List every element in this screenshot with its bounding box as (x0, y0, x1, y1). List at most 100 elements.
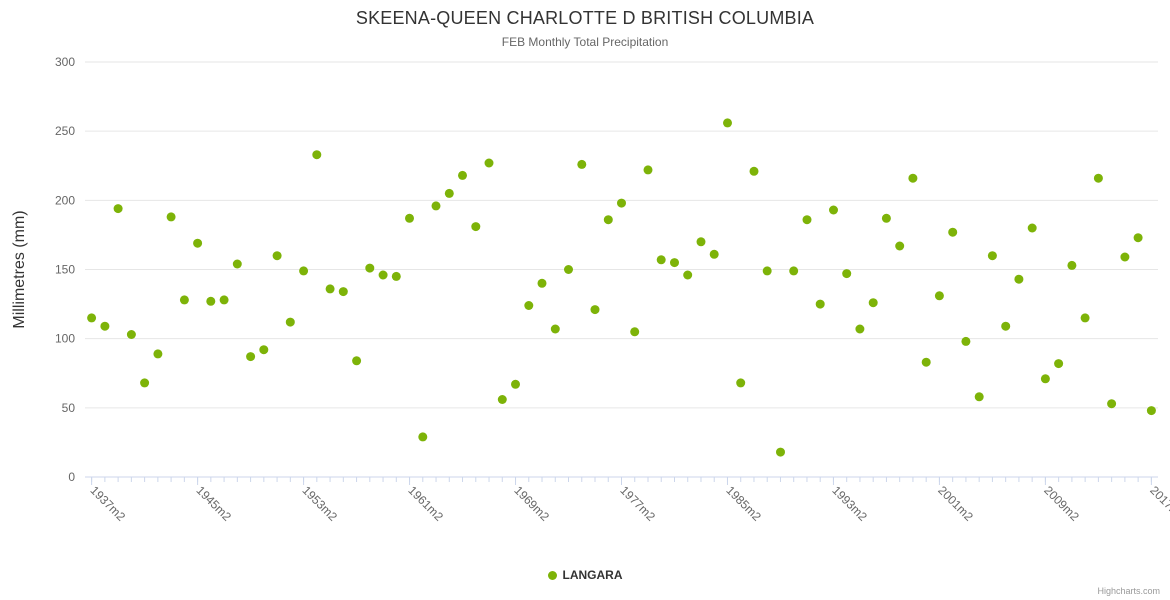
data-point[interactable] (325, 284, 335, 294)
legend-item-langara[interactable]: LANGARA (547, 568, 623, 582)
data-point[interactable] (961, 336, 971, 346)
data-point[interactable] (484, 158, 494, 168)
x-tick-label: 2009m2 (1041, 483, 1082, 524)
data-point[interactable] (1133, 233, 1143, 243)
data-point[interactable] (1067, 260, 1077, 270)
data-point[interactable] (497, 395, 507, 404)
data-point[interactable] (365, 263, 375, 273)
data-point[interactable] (1080, 313, 1090, 323)
data-point[interactable] (855, 324, 865, 334)
data-point[interactable] (458, 170, 467, 180)
legend-label: LANGARA (562, 568, 623, 582)
data-point[interactable] (776, 447, 785, 457)
data-point[interactable] (1001, 321, 1011, 331)
data-point[interactable] (113, 204, 123, 214)
data-point[interactable] (564, 265, 573, 274)
data-point[interactable] (815, 299, 825, 309)
highcharts-credit[interactable]: Highcharts.com (1097, 586, 1160, 596)
data-point[interactable] (723, 118, 732, 128)
y-tick-label: 250 (55, 124, 75, 138)
data-point[interactable] (444, 188, 454, 198)
data-point[interactable] (709, 249, 719, 259)
data-point[interactable] (749, 166, 759, 176)
data-point[interactable] (842, 269, 852, 279)
data-point[interactable] (126, 330, 136, 339)
data-point[interactable] (921, 357, 931, 367)
data-point[interactable] (511, 379, 520, 389)
data-point[interactable] (352, 356, 362, 366)
data-point[interactable] (524, 301, 534, 310)
data-point[interactable] (1146, 406, 1156, 416)
data-point[interactable] (974, 392, 984, 402)
data-point[interactable] (670, 258, 679, 268)
data-point[interactable] (590, 305, 600, 315)
data-point[interactable] (418, 432, 428, 442)
data-point[interactable] (683, 270, 693, 280)
data-point[interactable] (1120, 252, 1130, 262)
data-point[interactable] (802, 215, 812, 225)
x-tick-label: 1993m2 (829, 483, 870, 524)
data-point[interactable] (987, 251, 997, 261)
data-point[interactable] (206, 296, 216, 306)
data-point[interactable] (881, 213, 891, 223)
data-point[interactable] (471, 222, 481, 232)
data-point[interactable] (762, 266, 772, 276)
data-point[interactable] (630, 327, 640, 337)
data-point[interactable] (829, 205, 838, 215)
data-point[interactable] (166, 212, 176, 222)
data-point[interactable] (550, 324, 560, 334)
data-point[interactable] (1093, 173, 1103, 183)
data-point[interactable] (603, 215, 613, 225)
data-point[interactable] (617, 198, 626, 208)
data-point[interactable] (219, 295, 229, 305)
data-point[interactable] (140, 378, 150, 388)
data-point[interactable] (100, 321, 110, 331)
data-point[interactable] (577, 159, 587, 169)
data-point[interactable] (391, 271, 401, 281)
data-point[interactable] (405, 213, 414, 223)
data-point[interactable] (948, 227, 958, 237)
data-point[interactable] (1014, 274, 1024, 284)
data-point[interactable] (232, 259, 242, 269)
data-point[interactable] (1054, 359, 1064, 369)
data-point[interactable] (431, 201, 441, 211)
data-point[interactable] (895, 241, 905, 251)
data-point[interactable] (272, 251, 282, 261)
x-tick-label: 1953m2 (299, 483, 340, 524)
y-gridlines (85, 61, 1158, 478)
data-point[interactable] (193, 238, 203, 248)
data-point[interactable] (312, 150, 322, 160)
x-tick-label: 1977m2 (617, 483, 658, 524)
y-tick-label: 100 (55, 332, 75, 346)
data-point[interactable] (378, 270, 388, 280)
y-tick-label: 50 (62, 401, 76, 415)
data-point[interactable] (736, 378, 746, 388)
data-point[interactable] (908, 173, 918, 183)
legend-marker-icon (547, 570, 557, 580)
data-point[interactable] (153, 349, 163, 359)
data-point[interactable] (934, 291, 944, 301)
data-point[interactable] (1107, 399, 1117, 409)
x-tick-label: 1937m2 (88, 483, 129, 524)
data-point[interactable] (87, 313, 97, 323)
data-point[interactable] (1040, 374, 1050, 384)
data-point[interactable] (338, 287, 348, 297)
x-tick-label: 2017m2 (1147, 483, 1170, 524)
data-point[interactable] (656, 255, 666, 265)
data-point[interactable] (868, 298, 878, 308)
data-point[interactable] (179, 295, 189, 305)
data-point[interactable] (259, 345, 269, 355)
data-point[interactable] (285, 317, 295, 327)
x-tick-label: 1969m2 (511, 483, 552, 524)
y-tick-label: 150 (55, 263, 75, 277)
data-point[interactable] (299, 266, 309, 276)
data-point[interactable] (696, 237, 706, 247)
data-point[interactable] (789, 266, 799, 276)
data-point[interactable] (246, 352, 256, 362)
data-point[interactable] (643, 165, 653, 175)
x-tick-label: 2001m2 (935, 483, 976, 524)
series-langara (87, 118, 1156, 457)
data-point[interactable] (537, 278, 547, 288)
data-point[interactable] (1027, 223, 1037, 233)
